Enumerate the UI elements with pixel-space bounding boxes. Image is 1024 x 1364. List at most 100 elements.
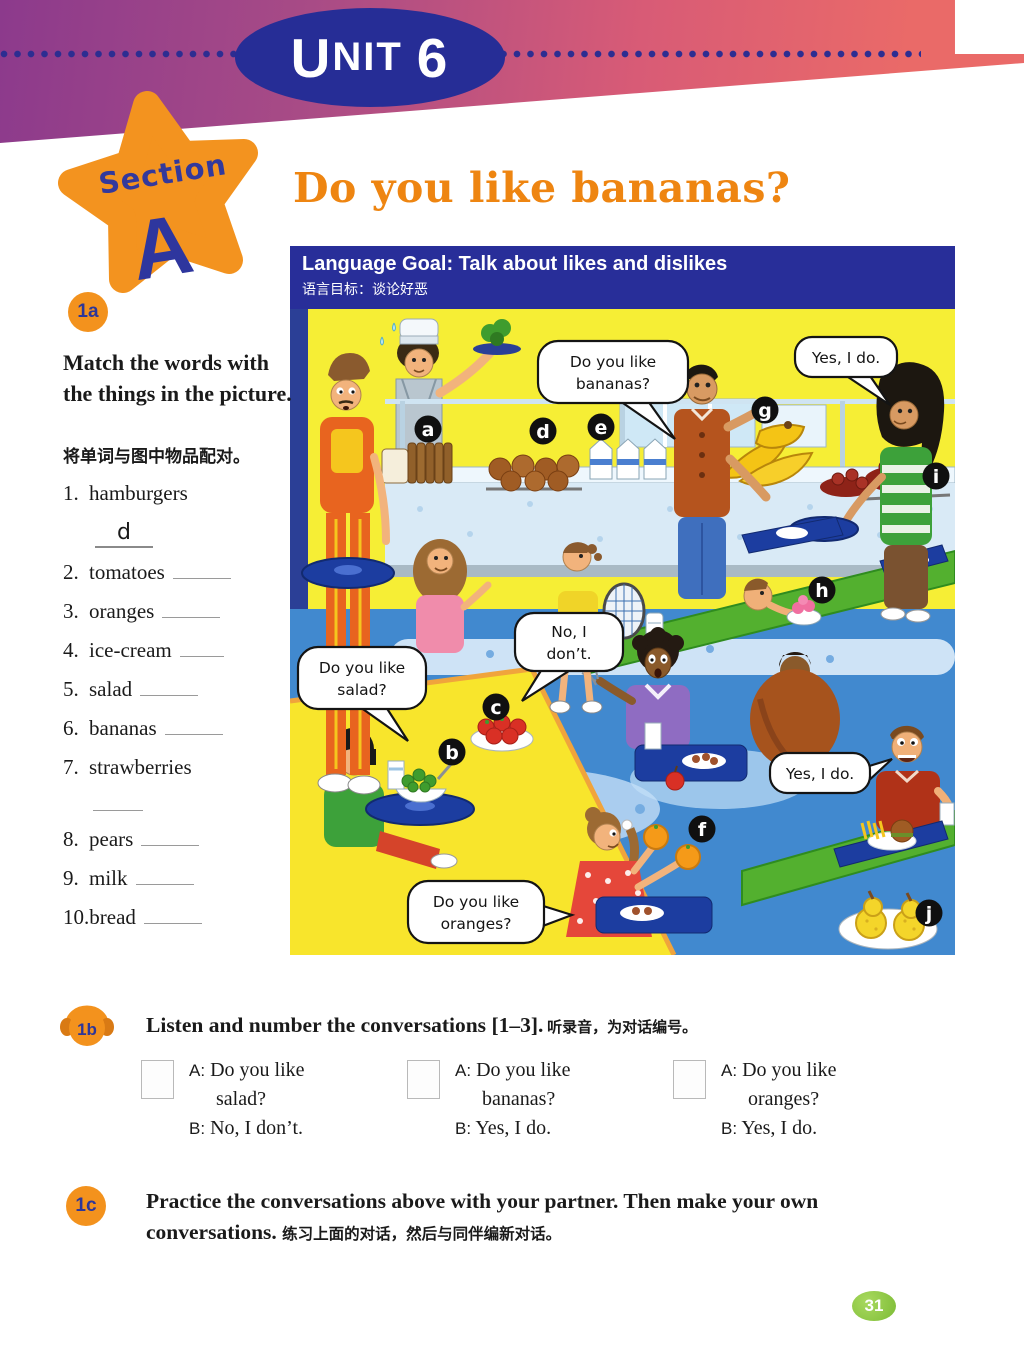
activity-1c-badge-label: 1c <box>75 1195 97 1216</box>
language-goal-en: Language Goal: Talk about likes and disl… <box>302 253 728 275</box>
svg-text:j: j <box>925 903 933 925</box>
answer-blank-bread[interactable] <box>143 905 202 924</box>
bubble-no-i-dont: No, I don’t. <box>513 611 625 702</box>
activity-1b-heading-range: [1–3]. <box>491 1013 544 1037</box>
answer-text: Yes, I do. <box>741 1117 818 1139</box>
svg-text:Yes, I do.: Yes, I do. <box>811 349 880 367</box>
activity-1c-text: Practice the conversations above with yo… <box>146 1186 952 1250</box>
rust-shirt-man-character <box>674 364 844 599</box>
picture-labels: a b c d e f g h i j <box>414 396 950 927</box>
svg-text:salad?: salad? <box>337 681 386 699</box>
answer-blank-salad[interactable] <box>140 677 199 696</box>
unit-number: 6 <box>416 26 450 89</box>
list-item: 10.bread <box>63 905 293 930</box>
label-e: e <box>587 413 615 441</box>
activity-1b-heading-cn: 听录音，为对话编号。 <box>543 1020 698 1036</box>
label-f: f <box>688 815 716 843</box>
activity-1b-heading-en: Listen and number the conversations <box>146 1013 492 1037</box>
svg-text:Do you like: Do you like <box>570 353 656 371</box>
striped-shirt-woman-character <box>789 362 945 623</box>
speaker-b-prefix: B: <box>721 1119 738 1138</box>
unit-word-rest: NIT <box>332 35 403 79</box>
polo-man-character <box>833 725 955 868</box>
page-title: Do you like bananas? <box>293 164 791 212</box>
svg-text:e: e <box>595 417 608 439</box>
label-i: i <box>922 462 950 490</box>
label-j: j <box>915 899 943 927</box>
conversation-3: A: Do you like oranges? B: Yes, I do. <box>673 1056 939 1143</box>
list-item: 7. strawberries <box>63 755 192 779</box>
svg-text:No, I: No, I <box>551 623 587 641</box>
answer-blank-milk[interactable] <box>135 866 194 885</box>
label-a: a <box>414 415 442 443</box>
oranges-girl-character <box>566 807 713 937</box>
svg-text:f: f <box>698 819 707 841</box>
unit-title-ellipse: U NIT 6 <box>235 8 505 107</box>
activity-1c-badge: 1c <box>66 1186 106 1226</box>
list-item: 9. milk <box>63 866 293 891</box>
speaker-a-prefix: A: <box>721 1061 738 1080</box>
activity-1b-badge-label: 1b <box>77 1020 97 1039</box>
label-b: b <box>438 738 466 766</box>
svg-text:a: a <box>422 419 435 441</box>
bubble-do-you-like-oranges: Do you like oranges? <box>406 879 576 945</box>
list-item: 2. tomatoes <box>63 560 293 585</box>
conversation-1: A: Do you like salad? B: No, I don’t. <box>141 1056 407 1143</box>
activity-1c-text-en: Practice the conversations above with yo… <box>146 1189 819 1244</box>
answer-blank-strawberries[interactable] <box>93 794 143 811</box>
activity-1a-badge: 1a <box>68 292 108 332</box>
svg-text:b: b <box>445 742 459 764</box>
list-item: 5. salad <box>63 677 293 702</box>
svg-text:g: g <box>758 400 772 422</box>
bubble-yes-i-do-top: Yes, I do. <box>793 335 899 406</box>
question-line2: oranges? <box>748 1088 820 1110</box>
ice-cream-eater-character <box>743 578 822 626</box>
question-line2: salad? <box>216 1088 266 1110</box>
section-star: Section A <box>58 88 270 300</box>
svg-text:c: c <box>490 697 501 719</box>
conversations-row: A: Do you like salad? B: No, I don’t. A:… <box>141 1056 939 1143</box>
label-h: h <box>808 576 836 604</box>
answer-blank-tomatoes[interactable] <box>172 560 231 579</box>
speaker-b-prefix: B: <box>455 1119 472 1138</box>
svg-text:d: d <box>536 421 550 443</box>
answer-blank-pears[interactable] <box>141 827 200 846</box>
list-item: 3. oranges <box>63 599 293 624</box>
svg-text:Yes, I do.: Yes, I do. <box>785 765 854 783</box>
answer-letter: d <box>117 520 131 545</box>
activity-1c-text-cn: 练习上面的对话，然后与同伴编新对话。 <box>282 1226 562 1243</box>
conversation-3-checkbox[interactable] <box>673 1060 706 1099</box>
list-item: 6. bananas <box>63 716 293 741</box>
bubble-do-you-like-salad: Do you like salad? <box>296 645 428 742</box>
answer-blank-oranges[interactable] <box>162 599 221 618</box>
conversation-2-checkbox[interactable] <box>407 1060 440 1099</box>
speaker-b-prefix: B: <box>189 1119 206 1138</box>
label-d: d <box>529 417 557 445</box>
speaker-a-prefix: A: <box>455 1061 472 1080</box>
svg-text:Do you like: Do you like <box>319 659 405 677</box>
svg-text:bananas?: bananas? <box>576 375 650 393</box>
long-hair-girl-character <box>413 539 492 653</box>
list-item: 8. pears <box>63 827 293 852</box>
unit-word-initial: U <box>290 26 333 89</box>
word-list: 1. hamburgers d 2. tomatoes 3. oranges 4. ic… <box>63 481 293 944</box>
answer-blank-bananas[interactable] <box>164 716 223 735</box>
question-line1: Do you like <box>476 1059 571 1081</box>
conversation-1-checkbox[interactable] <box>141 1060 174 1099</box>
hamburgers-food <box>486 454 582 492</box>
svg-text:don’t.: don’t. <box>546 645 591 663</box>
svg-text:h: h <box>815 580 829 602</box>
question-line1: Do you like <box>742 1059 837 1081</box>
answer-blank-ice-cream[interactable] <box>179 638 224 657</box>
star-shape <box>58 91 258 293</box>
activity-1a-heading-cn: 将单词与图中物品配对。 <box>63 447 250 466</box>
question-line2: bananas? <box>482 1088 556 1110</box>
language-goal-cn: 语言目标：谈论好恶 <box>302 281 428 297</box>
conversation-2: A: Do you like bananas? B: Yes, I do. <box>407 1056 673 1143</box>
milk-cartons-food <box>589 438 667 480</box>
section-letter: A <box>125 196 200 298</box>
page-number-badge: 31 <box>852 1291 896 1321</box>
answer-blank-hamburgers[interactable]: d <box>95 520 153 548</box>
activity-1b-heading: Listen and number the conversations [1–3… <box>146 1013 697 1038</box>
